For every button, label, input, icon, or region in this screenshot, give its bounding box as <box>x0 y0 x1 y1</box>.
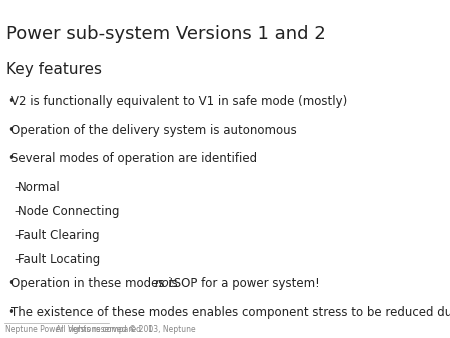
Text: Operation of the delivery system is autonomous: Operation of the delivery system is auto… <box>11 124 297 137</box>
Text: Normal: Normal <box>18 181 61 194</box>
Text: not: not <box>154 277 174 290</box>
Text: –: – <box>14 229 20 242</box>
Text: Power sub-system Versions 1 and 2: Power sub-system Versions 1 and 2 <box>6 25 325 43</box>
Text: •: • <box>7 95 14 108</box>
Text: SOP for a power system!: SOP for a power system! <box>170 277 320 290</box>
Text: •: • <box>7 306 14 319</box>
Text: Neptune Power  Versions compared   1: Neptune Power Versions compared 1 <box>4 325 153 334</box>
Text: •: • <box>7 152 14 165</box>
Text: Operation in these modes is: Operation in these modes is <box>11 277 182 290</box>
Text: Node Connecting: Node Connecting <box>18 205 120 218</box>
Text: –: – <box>14 181 20 194</box>
Text: Fault Clearing: Fault Clearing <box>18 229 100 242</box>
Text: V2 is functionally equivalent to V1 in safe mode (mostly): V2 is functionally equivalent to V1 in s… <box>11 95 347 108</box>
Text: Several modes of operation are identified: Several modes of operation are identifie… <box>11 152 257 165</box>
Text: Key features: Key features <box>6 62 102 77</box>
Text: All rights reserved © 2003, Neptune: All rights reserved © 2003, Neptune <box>56 325 196 334</box>
Text: Fault Locating: Fault Locating <box>18 253 101 266</box>
Text: •: • <box>7 277 14 290</box>
Text: –: – <box>14 205 20 218</box>
Text: The existence of these modes enables component stress to be reduced during syste: The existence of these modes enables com… <box>11 306 450 319</box>
Text: –: – <box>14 253 20 266</box>
Text: •: • <box>7 124 14 137</box>
